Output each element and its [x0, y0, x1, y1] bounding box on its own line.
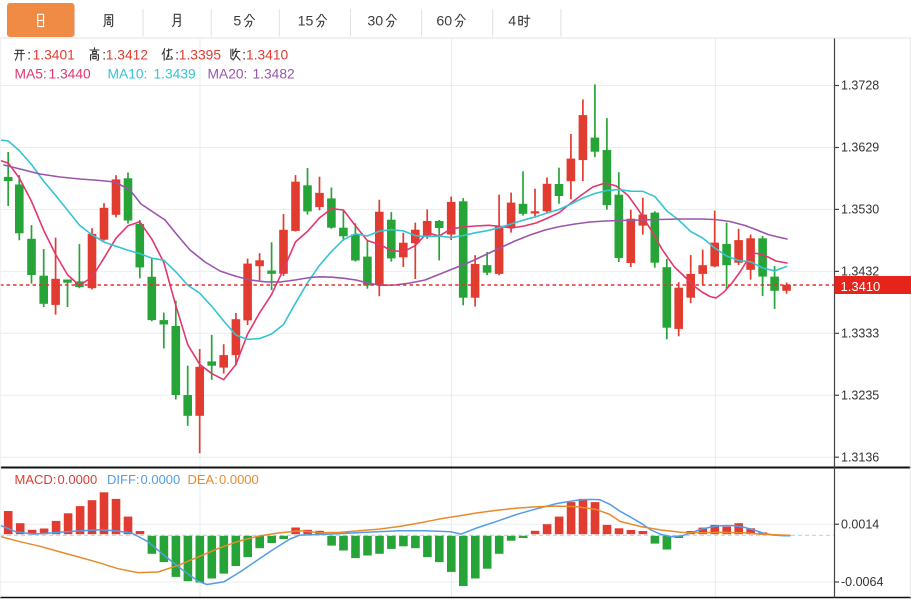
- svg-text:MA20:: MA20:: [208, 67, 248, 82]
- svg-text:0.0000: 0.0000: [58, 472, 98, 487]
- svg-text::: :: [102, 48, 106, 63]
- svg-text:DEA:: DEA:: [188, 472, 218, 487]
- svg-text:-0.0064: -0.0064: [841, 575, 883, 589]
- svg-text:DIFF:: DIFF:: [107, 472, 140, 487]
- svg-text:1.3235: 1.3235: [841, 389, 879, 403]
- svg-text:5: 5: [233, 14, 241, 30]
- svg-text:30: 30: [367, 14, 383, 30]
- svg-text:1.3333: 1.3333: [841, 327, 879, 341]
- svg-text::: :: [175, 48, 179, 63]
- svg-text:MA10:: MA10:: [108, 67, 148, 82]
- svg-text:1.3440: 1.3440: [49, 67, 92, 82]
- svg-text:1.3530: 1.3530: [841, 203, 879, 217]
- svg-text::: :: [242, 48, 246, 63]
- svg-text:1.3136: 1.3136: [841, 450, 879, 464]
- svg-text:15: 15: [298, 14, 314, 30]
- svg-text:0.0014: 0.0014: [841, 517, 879, 531]
- svg-text:1.3439: 1.3439: [154, 67, 197, 82]
- svg-text:1.3395: 1.3395: [179, 48, 222, 63]
- svg-text:1.3432: 1.3432: [841, 265, 879, 279]
- svg-text:1.3728: 1.3728: [841, 79, 879, 93]
- svg-text:0.0000: 0.0000: [219, 472, 259, 487]
- svg-text:1.3629: 1.3629: [841, 141, 879, 155]
- svg-text::: :: [27, 48, 31, 63]
- svg-text:1.3482: 1.3482: [253, 67, 295, 82]
- svg-text:MA5:: MA5:: [15, 67, 47, 82]
- svg-text:0.0000: 0.0000: [141, 472, 181, 487]
- svg-text:1.3401: 1.3401: [33, 48, 75, 63]
- svg-text:1.3412: 1.3412: [106, 48, 148, 63]
- svg-text:1.3410: 1.3410: [841, 279, 881, 294]
- svg-text:MACD:: MACD:: [15, 472, 57, 487]
- svg-text:60: 60: [436, 14, 452, 30]
- svg-text:1.3410: 1.3410: [246, 48, 289, 63]
- svg-text:4: 4: [508, 14, 516, 30]
